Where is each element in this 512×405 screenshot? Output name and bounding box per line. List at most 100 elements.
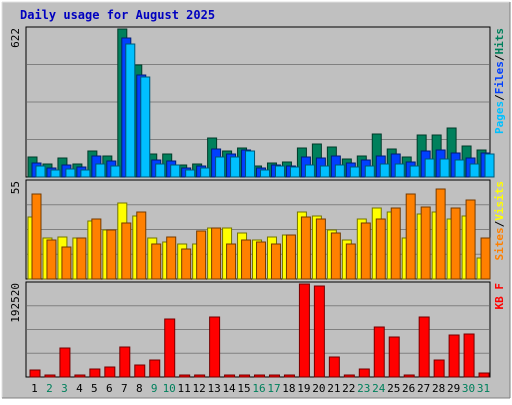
bar-pages-day-23 [364,165,375,178]
bar-kb-f-day-19 [298,283,310,378]
bar-sites-day-17 [270,243,281,280]
bar-kb-f-day-23 [358,368,370,378]
x-tick-label-day-14: 14 [222,382,236,395]
bar-pages-day-15 [245,150,256,178]
x-tick-label-day-28: 28 [432,382,445,395]
bar-pages-day-28 [439,158,450,178]
bar-sites-day-4 [76,237,87,280]
bar-pages-day-11 [185,169,196,178]
x-tick-label-day-30: 30 [462,382,475,395]
bar-sites-day-1 [31,193,42,280]
legend-separator: / [493,54,506,61]
x-tick-label-day-23: 23 [357,382,370,395]
bar-sites-day-11 [181,248,192,280]
bar-sites-day-5 [91,218,102,280]
bar-kb-f-day-18 [283,374,295,378]
x-axis: 1 2 3 4 5 6 7 8 9 10 11 12 13 14 15 16 17 18 19 20 21 22 23 24 2… [31,382,490,395]
bar-pages-day-16 [260,169,271,178]
bar-sites-day-3 [61,246,72,280]
x-tick-label-day-25: 25 [387,382,400,395]
legend-separator: / [493,94,506,101]
bar-kb-f-day-8 [134,364,146,378]
bar-kb-f-day-12 [194,374,206,378]
bar-kb-f-day-14 [224,374,236,378]
bar-sites-day-10 [166,236,177,280]
y-max-label: 192520 [9,283,22,323]
bar-pages-day-1 [35,165,46,178]
bar-pages-day-4 [80,169,91,178]
bar-kb-f-day-5 [89,368,101,378]
x-tick-label-day-22: 22 [342,382,355,395]
bar-pages-day-18 [289,166,300,178]
x-tick-label-day-1: 1 [31,382,38,395]
bar-sites-day-21 [330,232,341,280]
bar-pages-day-30 [469,163,480,178]
bar-kb-f-day-11 [179,374,191,378]
panel-3: 192520 KB F [9,281,506,378]
x-tick-label-day-18: 18 [282,382,295,395]
x-tick-label-day-24: 24 [372,382,386,395]
bar-kb-f-day-10 [164,318,176,378]
x-tick-label-day-20: 20 [312,382,325,395]
x-tick-label-day-5: 5 [91,382,98,395]
panel-1: 622 Pages/Files/Hits [9,26,506,178]
legend-1: Pages/Files/Hits [493,28,506,134]
bar-sites-day-24 [375,218,386,280]
x-tick-label-day-26: 26 [402,382,415,395]
bar-pages-day-13 [215,156,226,178]
bar-sites-day-16 [256,241,267,280]
legend-3: KB F [493,283,506,310]
bar-kb-f-day-7 [119,346,131,378]
bar-kb-f-day-3 [59,347,71,378]
bar-pages-day-9 [155,163,166,178]
panel-2: 55 Sites/Visits [9,179,506,280]
bar-pages-day-29 [454,159,465,178]
bar-kb-f-day-17 [268,374,280,378]
bar-kb-f-day-27 [418,316,430,378]
bar-kb-f-day-15 [239,374,251,378]
bar-pages-day-17 [274,165,285,178]
bar-pages-day-27 [424,158,435,178]
bar-pages-day-21 [334,164,345,178]
x-tick-label-day-15: 15 [237,382,250,395]
bar-sites-day-8 [136,211,147,280]
y-max-label: 622 [9,28,22,48]
bar-kb-f-day-24 [373,326,385,378]
bar-kb-f-day-2 [44,374,56,378]
bar-pages-day-7 [125,43,136,178]
bar-sites-day-26 [405,193,416,280]
x-tick-label-day-8: 8 [136,382,143,395]
bar-kb-f-day-16 [254,374,266,378]
bar-kb-f-day-22 [343,374,355,378]
bar-pages-day-8 [140,76,151,178]
bar-sites-day-9 [151,243,162,280]
y-max-label: 55 [9,181,22,194]
x-tick-label-day-19: 19 [297,382,310,395]
bar-kb-f-day-20 [313,285,325,378]
bar-sites-day-25 [390,207,401,280]
bar-kb-f-day-29 [448,334,460,378]
bar-sites-day-20 [315,218,326,280]
x-tick-label-day-7: 7 [121,382,128,395]
bar-pages-day-14 [230,156,241,178]
bar-pages-day-5 [95,163,106,178]
bar-sites-day-6 [106,229,117,280]
legend-item-hits: Hits [493,28,506,55]
bar-pages-day-12 [200,167,211,178]
bar-sites-day-18 [285,234,296,280]
legend-item-visits: Visits [493,181,506,221]
bar-sites-day-23 [360,222,371,280]
legend-item-pages: Pages [493,101,506,134]
bar-kb-f-day-26 [403,374,415,378]
bar-kb-f-day-21 [328,356,340,378]
bar-kb-f-day-25 [388,336,400,378]
x-tick-label-day-12: 12 [193,382,206,395]
x-tick-label-day-21: 21 [327,382,340,395]
bar-kb-f-day-6 [104,366,116,378]
x-tick-label-day-31: 31 [477,382,490,395]
bar-sites-day-2 [46,239,57,280]
x-tick-label-day-29: 29 [447,382,460,395]
bar-pages-day-6 [110,165,121,178]
